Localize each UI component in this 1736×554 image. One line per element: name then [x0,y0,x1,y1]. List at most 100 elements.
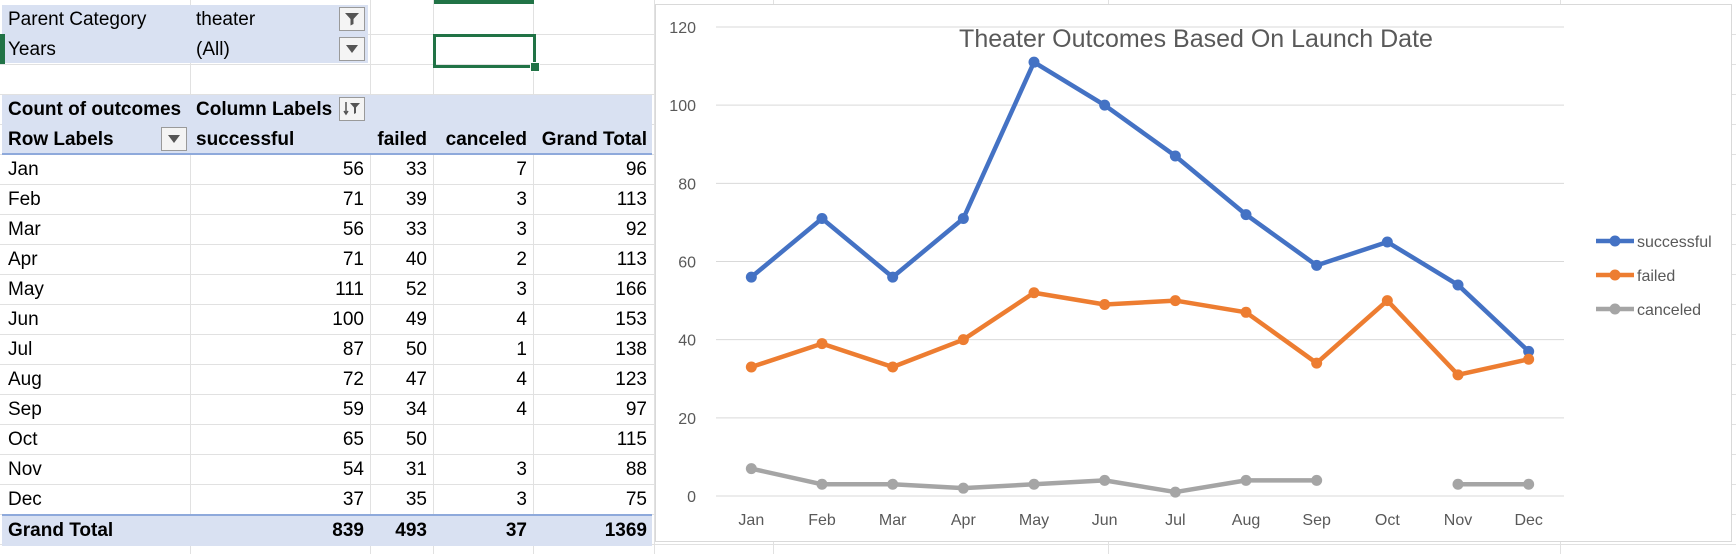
data-point[interactable] [1099,99,1111,111]
legend-marker [1609,269,1621,281]
row-label: Oct [8,429,38,450]
data-point[interactable] [1099,298,1111,310]
legend-item-canceled[interactable]: canceled [1596,302,1701,319]
data-point[interactable] [745,463,757,475]
cell-grand-total: 96 [625,159,647,180]
x-tick-label: Jan [738,512,764,529]
column-labels-header: Column Labels [196,99,333,120]
cell-failed: 35 [405,489,427,510]
data-point[interactable] [957,482,969,494]
cell-successful: 54 [342,459,364,480]
row-label: Aug [8,369,42,390]
column-labels-sort-filter[interactable] [339,97,365,121]
filter-label-parent-category: Parent Category [8,9,147,30]
selected-cell[interactable] [433,34,536,68]
data-point[interactable] [957,334,969,346]
legend-item-failed[interactable]: failed [1596,268,1675,285]
line-chart[interactable]: 0 20 40 60 80 100 120 Jan Feb Mar Apr May Jun Jul Aug… [655,4,1732,542]
header-divider [2,153,652,155]
data-point[interactable] [816,338,828,350]
pivot-header [2,95,652,153]
col-header-grand-total: Grand Total [541,129,647,150]
filter-dropdown-years[interactable] [339,37,365,61]
y-tick-label: 0 [687,489,696,506]
data-point[interactable] [816,213,828,225]
row-label: Nov [8,459,42,480]
data-point[interactable] [1523,353,1535,365]
cell-successful: 72 [342,369,364,390]
chevron-down-icon [346,45,358,53]
legend-label: canceled [1637,302,1701,319]
data-point[interactable] [1381,236,1393,248]
data-point[interactable] [1311,474,1323,486]
cell-successful: 111 [335,279,364,300]
series-failed[interactable] [745,287,1535,381]
cell-canceled: 3 [516,459,527,480]
fill-handle[interactable] [530,62,540,72]
data-point[interactable] [1240,209,1252,221]
cell-canceled: 3 [516,489,527,510]
filter-value-parent-category: theater [196,9,256,30]
cell-grand-total: 123 [615,369,647,390]
cell-canceled: 1 [516,339,527,360]
data-point[interactable] [1028,287,1040,299]
cell-failed: 49 [405,309,427,330]
x-tick-label: Mar [879,512,907,529]
data-point[interactable] [745,271,757,283]
series-successful[interactable] [745,56,1535,357]
grand-total-failed: 493 [395,520,427,541]
data-point[interactable] [1169,295,1181,307]
x-tick-label: Jul [1165,512,1185,529]
chart-title: Theater Outcomes Based On Launch Date [959,25,1433,53]
cell-grand-total: 113 [616,189,647,210]
data-point[interactable] [1523,345,1535,357]
data-point[interactable] [1169,150,1181,162]
cell-successful: 56 [342,219,364,240]
grand-total-row [2,516,652,546]
data-point[interactable] [957,213,969,225]
cell-successful: 59 [342,399,364,420]
data-point[interactable] [1452,279,1464,291]
grand-total-divider [2,514,652,516]
data-point[interactable] [745,361,757,373]
data-point[interactable] [1028,56,1040,68]
data-point[interactable] [1311,259,1323,271]
active-row-indicator [0,34,5,64]
data-point[interactable] [1452,369,1464,381]
data-point[interactable] [1452,478,1464,490]
cell-grand-total: 113 [616,249,647,270]
cell-successful: 71 [342,249,364,270]
cell-canceled [433,425,527,455]
data-point[interactable] [1240,474,1252,486]
series-canceled[interactable] [745,463,1535,498]
data-point[interactable] [1099,474,1111,486]
data-point[interactable] [1028,478,1040,490]
y-tick-label: 40 [678,333,696,350]
y-tick-label: 60 [678,255,696,272]
cell-failed: 31 [405,459,427,480]
legend-item-successful[interactable]: successful [1596,234,1712,251]
pivot-corner-label: Count of outcomes [8,99,182,120]
data-point[interactable] [1169,486,1181,498]
data-point[interactable] [887,478,899,490]
legend-label: failed [1637,268,1675,285]
data-point[interactable] [1523,478,1535,490]
data-point[interactable] [816,478,828,490]
data-point[interactable] [1381,295,1393,307]
row-label: Apr [8,249,38,270]
data-point[interactable] [1311,357,1323,369]
cell-grand-total: 75 [625,489,647,510]
filter-funnel-icon [345,13,359,26]
data-point[interactable] [887,271,899,283]
grand-total-label: Grand Total [8,520,114,541]
y-tick-label: 20 [678,411,696,428]
cell-failed: 39 [405,189,427,210]
data-point[interactable] [1240,306,1252,318]
cell-canceled: 7 [516,159,527,180]
row-labels-dropdown[interactable] [161,127,187,151]
x-tick-label: Dec [1514,512,1542,529]
cell-failed: 33 [405,159,427,180]
series-line [749,290,1531,378]
filter-dropdown-parent-category[interactable] [339,7,365,31]
data-point[interactable] [887,361,899,373]
